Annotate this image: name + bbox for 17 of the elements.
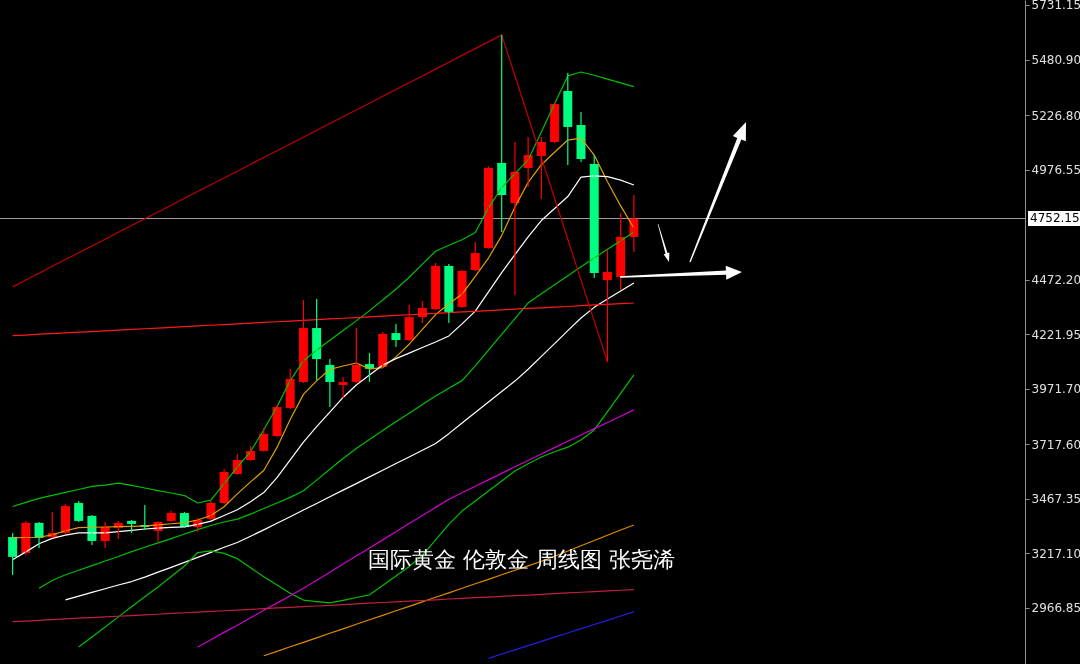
line-series — [12, 589, 635, 623]
y-tick-label: 4221.95 — [1031, 327, 1080, 342]
y-tick-label: 4472.20 — [1031, 273, 1080, 288]
ref-line-label: 4752.15 — [1028, 210, 1080, 226]
line-series — [12, 34, 609, 363]
y-tick-label: 4976.55 — [1031, 163, 1080, 178]
y-tick-label: 2966.85 — [1031, 601, 1080, 616]
y-tick-label: 3717.60 — [1031, 437, 1080, 452]
y-tick-label: 5731.15 — [1031, 0, 1080, 13]
line-series — [12, 302, 635, 337]
y-tick-label: 5226.80 — [1031, 108, 1080, 123]
y-tick-label: 5480.90 — [1031, 53, 1080, 68]
line-series — [487, 611, 635, 659]
y-tick-label: 3467.35 — [1031, 492, 1080, 507]
y-tick-label: 3971.70 — [1031, 382, 1080, 397]
line-series — [12, 71, 635, 508]
y-tick-label: 3217.10 — [1031, 546, 1080, 561]
